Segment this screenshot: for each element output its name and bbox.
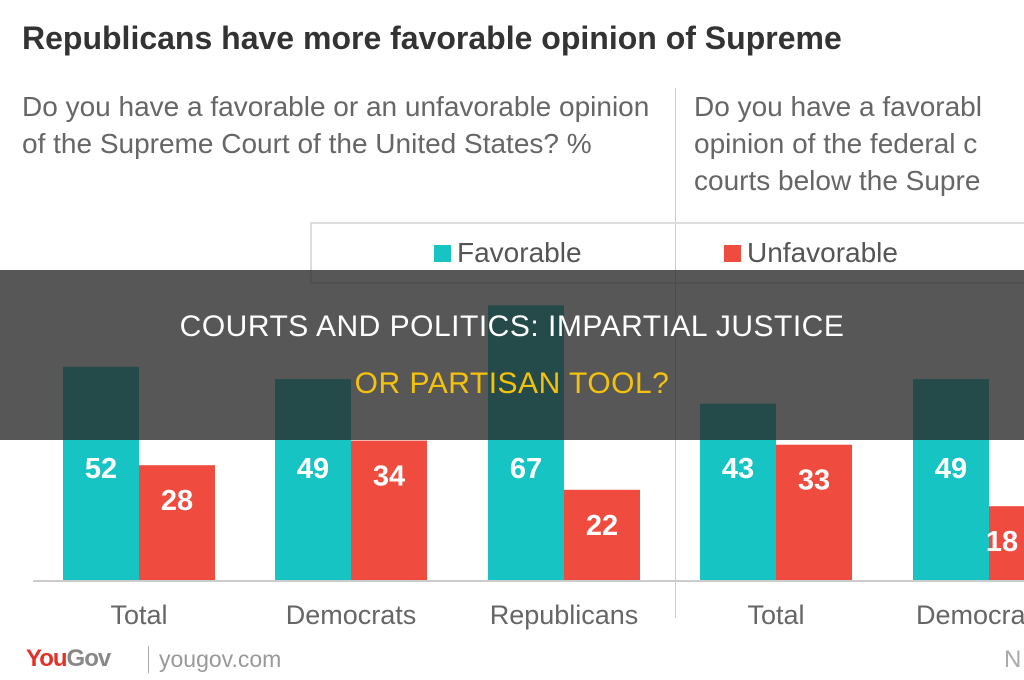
data-label: 22: [586, 510, 618, 542]
category-label: Republicans: [489, 600, 639, 630]
banner-line-2: OR PARTISAN TOOL?: [354, 367, 670, 400]
data-label: 67: [510, 453, 542, 485]
data-label: 49: [297, 453, 329, 485]
data-label: 18: [986, 526, 1018, 558]
data-label: 49: [935, 453, 967, 485]
category-label: Total: [110, 600, 168, 630]
chart-title: Republicans have more favorable opinion …: [22, 20, 842, 56]
category-label: Democrats: [285, 600, 417, 630]
data-label: 28: [161, 485, 193, 517]
question-right: Do you have a favorabl opinion of the fe…: [694, 91, 982, 196]
data-label: 52: [85, 453, 117, 485]
yougov-logo: YouGov: [26, 645, 111, 672]
legend-unfavorable-label: Unfavorable: [747, 237, 898, 268]
site-url: yougov.com: [148, 646, 281, 673]
bar-unfavorable: [351, 440, 427, 580]
favorable-swatch: [434, 245, 451, 262]
legend-favorable-label: Favorable: [457, 237, 582, 268]
data-label: 43: [722, 453, 754, 485]
data-label: 33: [798, 465, 830, 497]
legend-favorable: Favorable: [434, 237, 582, 269]
unfavorable-swatch: [724, 245, 741, 262]
legend-unfavorable: Unfavorable: [724, 237, 898, 269]
category-label: Democra: [916, 600, 1024, 630]
category-label: Total: [747, 600, 805, 630]
bar-unfavorable: [564, 489, 640, 580]
banner-line-1: COURTS AND POLITICS: IMPARTIAL JUSTICE: [179, 310, 845, 343]
bar-unfavorable: [139, 465, 215, 580]
bar-unfavorable: [989, 506, 1024, 580]
x-axis-line: [33, 580, 1024, 582]
bar-unfavorable: [776, 444, 852, 580]
title-banner: COURTS AND POLITICS: IMPARTIAL JUSTICE O…: [0, 270, 1024, 440]
question-left: Do you have a favorable or an unfavorabl…: [22, 91, 650, 159]
cut-off-text: N: [1004, 646, 1022, 673]
data-label: 34: [373, 461, 405, 493]
